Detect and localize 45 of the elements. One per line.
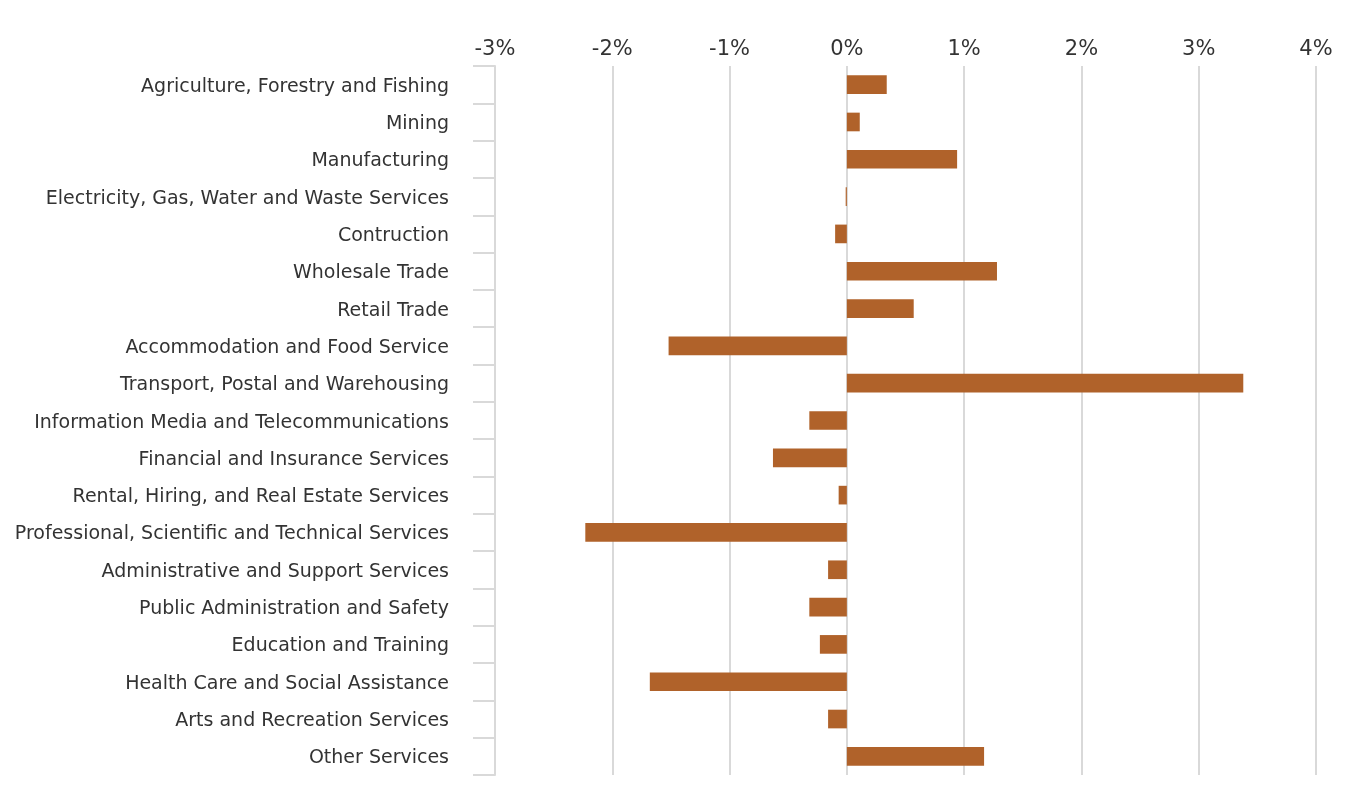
y-tick-label: Arts and Recreation Services xyxy=(175,708,449,731)
bar xyxy=(809,411,847,430)
x-tick-label: 0% xyxy=(830,35,864,60)
y-tick-label: Retail Trade xyxy=(337,297,449,320)
bar xyxy=(838,485,847,505)
y-tick-label: Accommodation and Food Service xyxy=(125,334,449,357)
bar xyxy=(846,299,914,318)
bar xyxy=(846,112,860,132)
bar xyxy=(835,224,847,244)
y-tick-label: Professional, Scientific and Technical Services xyxy=(14,521,449,544)
bar xyxy=(649,672,847,692)
y-tick-label: Agriculture, Forestry and Fishing xyxy=(141,73,449,96)
y-tick-label: Contruction xyxy=(337,222,449,245)
y-tick-label: Mining xyxy=(385,110,449,133)
bar xyxy=(846,261,997,281)
y-tick-label: Transport, Postal and Warehousing xyxy=(118,372,449,395)
bar xyxy=(809,597,847,617)
y-tick-label: Administrative and Support Services xyxy=(101,558,449,581)
y-tick-label: Other Services xyxy=(308,745,449,768)
bar xyxy=(668,336,847,356)
bar xyxy=(819,635,847,654)
y-tick-label: Information Media and Telecommunications xyxy=(34,409,449,432)
bar xyxy=(772,448,847,468)
y-tick-label: Rental, Hiring, and Real Estate Services xyxy=(72,484,449,507)
bar xyxy=(828,709,847,729)
bar xyxy=(846,149,958,169)
y-tick-label: Wholesale Trade xyxy=(293,260,449,283)
y-tick-label: Health Care and Social Assistance xyxy=(125,670,449,693)
x-tick-label: -1% xyxy=(709,35,751,60)
x-tick-label: 2% xyxy=(1064,35,1099,60)
bar xyxy=(846,75,887,94)
y-tick-label: Public Administration and Safety xyxy=(139,596,449,619)
y-tick-label: Electricity, Gas, Water and Waste Services xyxy=(45,185,449,208)
x-tick-label: 3% xyxy=(1182,35,1216,60)
bar xyxy=(846,747,985,766)
x-tick-label: -3% xyxy=(474,35,516,60)
y-tick-label: Financial and Insurance Services xyxy=(138,446,449,469)
y-tick-label: Education and Training xyxy=(231,633,449,656)
bar xyxy=(846,373,1244,393)
bar xyxy=(585,523,847,542)
x-tick-label: -2% xyxy=(591,35,633,60)
y-tick-label: Manufacturing xyxy=(311,148,449,171)
bar xyxy=(828,560,847,580)
x-tick-label: 4% xyxy=(1299,35,1333,60)
x-tick-label: 1% xyxy=(947,35,981,60)
